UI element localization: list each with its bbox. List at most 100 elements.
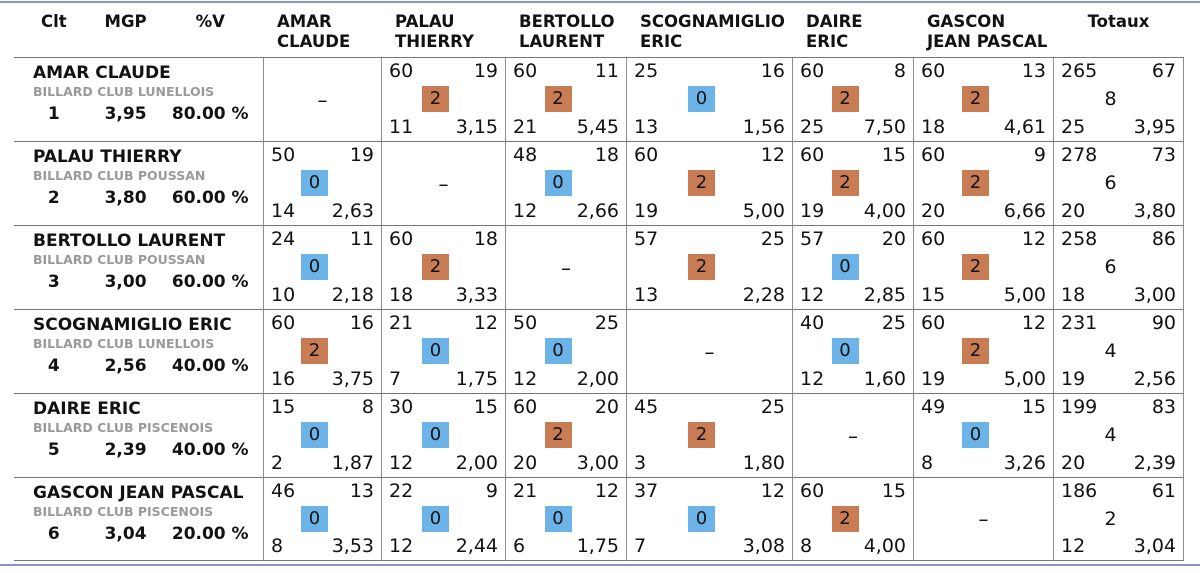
total-match-points: 6	[1104, 172, 1117, 194]
match-best-run: 12	[594, 480, 619, 502]
match-cell: 25 16 0 13 1,56	[626, 57, 792, 141]
match-badge-row: 0	[381, 338, 490, 364]
match-bottom-row: 25 7,50	[800, 116, 906, 138]
player-name: GASCON JEAN PASCAL	[33, 483, 244, 503]
total-average: 2,56	[1133, 368, 1176, 390]
match-bottom-row: 13 1,56	[634, 116, 785, 138]
total-innings: 25	[1061, 116, 1086, 138]
match-cell: 60 18 2 18 3,33	[381, 225, 505, 309]
match-innings: 12	[800, 368, 825, 390]
match-best-run: 12	[760, 144, 785, 166]
opponent-column-header: PALAU THIERRY	[381, 8, 505, 57]
match-best-run: 12	[1021, 312, 1046, 334]
diagonal-cell: –	[505, 225, 626, 309]
match-badge-row: 2	[381, 254, 490, 280]
total-innings: 18	[1061, 284, 1086, 306]
match-points-badge: 0	[688, 86, 715, 112]
player-mgp: 2,56	[104, 356, 147, 376]
match-cell: 60 8 2 25 7,50	[792, 57, 913, 141]
player-mgp: 2,39	[104, 440, 147, 460]
match-badge-row: 2	[913, 170, 1038, 196]
match-points: 50	[513, 312, 538, 334]
match-best-run: 19	[473, 60, 498, 82]
match-innings: 14	[271, 200, 296, 222]
match-average: 1,60	[863, 368, 906, 390]
match-best-run: 16	[349, 312, 374, 334]
totals-top-row: 231 90	[1061, 312, 1176, 334]
match-top-row: 60 8	[800, 60, 906, 82]
match-average: 4,00	[863, 535, 906, 557]
match-top-row: 48 18	[513, 144, 619, 166]
match-innings: 8	[921, 452, 934, 474]
match-badge-row: 2	[626, 254, 777, 280]
match-points-badge: 2	[422, 254, 449, 280]
match-bottom-row: 12 2,00	[513, 368, 619, 390]
match-innings: 20	[513, 452, 538, 474]
match-best-run: 25	[760, 396, 785, 418]
match-best-run: 15	[1021, 396, 1046, 418]
match-bottom-row: 2 1,87	[271, 452, 374, 474]
match-best-run: 20	[881, 228, 906, 250]
match-cell: 40 25 0 12 1,60	[792, 309, 913, 393]
match-cell: 60 12 2 19 5,00	[626, 141, 792, 225]
match-points-badge: 0	[422, 422, 449, 448]
match-points: 60	[634, 144, 659, 166]
match-innings: 12	[800, 284, 825, 306]
totals-bottom-row: 18 3,00	[1061, 284, 1176, 306]
match-best-run: 11	[594, 60, 619, 82]
win-pct-column-header: %V	[195, 12, 225, 31]
match-points-badge: 2	[301, 338, 328, 364]
total-points: 186	[1061, 480, 1098, 502]
match-bottom-row: 21 5,45	[513, 116, 619, 138]
match-bottom-row: 12 2,00	[389, 452, 498, 474]
diagonal-cell: –	[792, 393, 913, 477]
match-points-badge: 2	[962, 170, 989, 196]
match-top-row: 22 9	[389, 480, 498, 502]
total-innings: 19	[1061, 368, 1086, 390]
total-match-points: 4	[1104, 340, 1117, 362]
diagonal-cell: –	[626, 309, 792, 393]
match-points: 46	[271, 480, 296, 502]
match-points-badge: 0	[688, 505, 715, 532]
match-bottom-row: 19 5,00	[921, 368, 1046, 390]
match-cell: 60 15 2 8 4,00	[792, 477, 913, 561]
player-win-pct: 80.00 %	[171, 104, 249, 124]
match-points: 60	[513, 60, 538, 82]
total-innings: 20	[1061, 200, 1086, 222]
match-average: 5,00	[1003, 284, 1046, 306]
match-points: 15	[271, 396, 296, 418]
match-points-badge: 0	[422, 338, 449, 364]
match-average: 3,53	[331, 535, 374, 557]
match-innings: 19	[634, 200, 659, 222]
player-name: SCOGNAMIGLIO ERIC	[33, 315, 232, 335]
match-top-row: 57 20	[800, 228, 906, 250]
match-points: 60	[800, 144, 825, 166]
match-points-badge: 0	[301, 254, 328, 280]
match-points-badge: 2	[831, 505, 859, 532]
match-cell: 60 9 2 20 6,66	[913, 141, 1053, 225]
opponent-name-line1: AMAR	[277, 12, 332, 31]
match-top-row: 60 16	[271, 312, 374, 334]
match-points: 22	[389, 480, 414, 502]
totals-bottom-row: 20 2,39	[1061, 452, 1176, 474]
player-club: BILLARD CLUB POUSSAN	[33, 168, 206, 183]
totals-cell: 199 83 4 20 2,39	[1053, 393, 1184, 477]
total-points: 199	[1061, 396, 1098, 418]
match-average: 3,00	[576, 452, 619, 474]
match-points: 60	[800, 480, 825, 502]
match-top-row: 50 25	[513, 312, 619, 334]
stats-header: Clt MGP %V	[14, 8, 263, 57]
match-badge-row: 0	[505, 170, 611, 196]
opponent-name-line1: BERTOLLO	[519, 12, 615, 31]
player-club: BILLARD CLUB PISCENOIS	[33, 420, 214, 435]
match-average: 3,33	[455, 284, 498, 306]
match-points: 60	[513, 396, 538, 418]
match-best-run: 12	[760, 480, 785, 502]
total-best-run: 67	[1151, 60, 1176, 82]
opponent-name-line1: DAIRE	[806, 12, 863, 31]
total-innings: 12	[1061, 535, 1086, 557]
player-info-cell: SCOGNAMIGLIO ERIC BILLARD CLUB LUNELLOIS 4…	[14, 309, 263, 393]
match-average: 2,00	[576, 368, 619, 390]
match-cell: 46 13 0 8 3,53	[263, 477, 381, 561]
match-top-row: 21 12	[389, 312, 498, 334]
